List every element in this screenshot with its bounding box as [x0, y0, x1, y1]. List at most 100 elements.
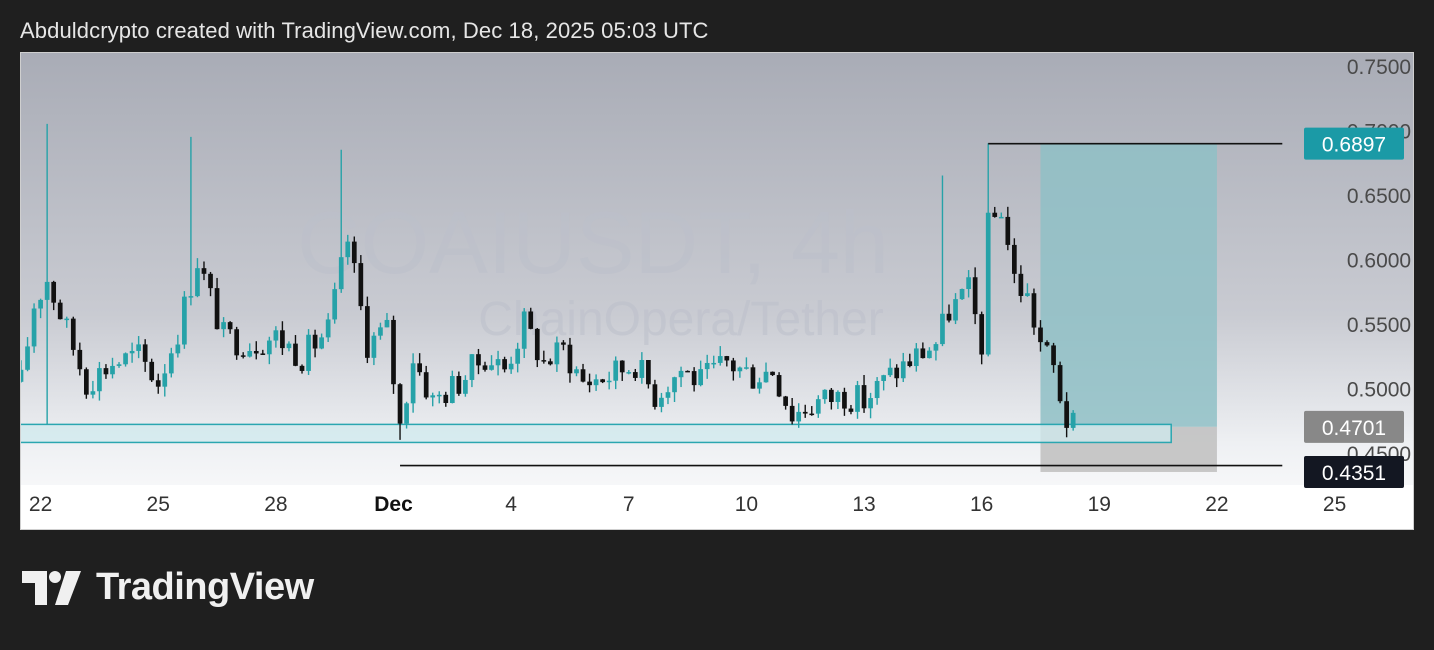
chart-frame[interactable]: COAIUSDT, 4h ChainOpera/Tether 0.75000.7…: [20, 52, 1414, 530]
candle-body: [567, 344, 573, 374]
candle-body: [1057, 365, 1063, 402]
candle-body: [698, 369, 704, 386]
time-tick-label: 28: [264, 493, 287, 516]
candle-body: [646, 360, 651, 385]
candle-body: [541, 360, 547, 362]
candle-body: [345, 241, 351, 258]
candle-body: [195, 268, 200, 297]
candle-body: [253, 351, 259, 354]
candle-body: [900, 361, 906, 379]
candle-body: [430, 395, 436, 398]
candle-body: [750, 367, 756, 389]
price-labels: 0.6897 0.4701 0.4351: [1304, 127, 1404, 488]
candle-body: [913, 348, 919, 367]
overlay-layer-front: [400, 142, 1283, 467]
time-tick-label: 7: [623, 493, 635, 516]
candle-body: [201, 268, 207, 274]
candle-body: [881, 375, 887, 381]
candle-body: [1031, 293, 1037, 328]
candle-body: [299, 365, 305, 371]
candle-body: [136, 344, 141, 351]
candle-body: [789, 405, 795, 422]
candle-body: [293, 343, 298, 366]
candle-body: [286, 343, 292, 349]
demand-zone: [21, 423, 1172, 444]
candle-body: [1044, 342, 1050, 346]
candle-body: [110, 365, 115, 375]
candle-body: [332, 289, 338, 320]
candle-body: [351, 241, 357, 264]
candle-body: [129, 350, 135, 354]
candle-body: [606, 380, 612, 383]
price-chart[interactable]: COAIUSDT, 4h ChainOpera/Tether 0.75000.7…: [21, 53, 1413, 529]
candle-body: [83, 369, 89, 395]
candle-body: [482, 365, 488, 370]
candle-body: [959, 289, 965, 300]
candle-body: [116, 364, 122, 366]
time-tick-label: 22: [1205, 493, 1228, 516]
candle-body: [1005, 216, 1011, 245]
candle-body: [306, 334, 311, 371]
candle-body: [77, 349, 83, 370]
candle-body: [266, 340, 272, 355]
candle-body: [874, 380, 880, 399]
candle-body: [574, 369, 579, 374]
candle-body: [744, 367, 749, 369]
candle-body: [495, 359, 501, 366]
candle-body: [998, 216, 1004, 219]
time-tick-label: 25: [1323, 493, 1346, 516]
candle-body: [802, 411, 808, 414]
candle-body: [554, 342, 560, 365]
candle-body: [449, 376, 455, 404]
candle-body: [182, 296, 187, 345]
candle-body: [463, 379, 468, 394]
candle-body: [528, 311, 534, 329]
candle-body: [1011, 244, 1017, 274]
candle-body: [809, 413, 815, 416]
time-tick-label: 19: [1088, 493, 1111, 516]
candle-body: [907, 361, 913, 367]
candle-body: [162, 373, 168, 387]
candle-body: [70, 318, 76, 350]
candle-body: [639, 360, 645, 378]
candle-body: [933, 344, 939, 351]
candle-body: [391, 319, 396, 385]
candle-body: [208, 273, 213, 289]
candle-body: [155, 380, 161, 387]
candle-body: [44, 281, 50, 300]
candle-body: [240, 355, 246, 357]
candle-body: [704, 362, 710, 370]
candle-body: [842, 391, 847, 409]
candle-body: [1018, 273, 1024, 296]
candle-body: [319, 337, 324, 349]
candle-body: [815, 399, 821, 414]
candle-body: [619, 360, 625, 373]
candle-body: [103, 368, 109, 375]
watermark-description: ChainOpera/Tether: [478, 293, 884, 346]
tradingview-brand[interactable]: TradingView: [22, 566, 314, 609]
candle-body: [717, 356, 723, 363]
candle-body: [97, 368, 102, 392]
time-tick-label: 10: [735, 493, 758, 516]
candle-body: [776, 375, 782, 397]
candle-body: [515, 348, 521, 364]
candle-body: [260, 353, 266, 355]
time-tick-label: 4: [505, 493, 517, 516]
candle-body: [672, 377, 677, 393]
candle-body: [378, 327, 383, 336]
candle-body: [534, 328, 540, 361]
price-label-stop-bg: [1304, 455, 1404, 488]
candle-body: [665, 392, 671, 398]
time-axis[interactable]: 22 25 28 Dec 4 7 10 13 16 19 22 25: [29, 493, 1346, 516]
candle-body: [1038, 327, 1043, 343]
candle-body: [149, 361, 155, 381]
candle-body: [763, 371, 769, 383]
candle-body: [38, 299, 43, 309]
candle-body: [280, 330, 285, 349]
watermark-symbol: COAIUSDT, 4h: [297, 193, 889, 292]
chart-caption: Abduldcrypto created with TradingView.co…: [20, 18, 709, 43]
candle-body: [724, 356, 730, 361]
candle-body: [325, 319, 331, 338]
candle-body: [188, 296, 194, 298]
tradingview-wordmark: TradingView: [96, 566, 314, 608]
